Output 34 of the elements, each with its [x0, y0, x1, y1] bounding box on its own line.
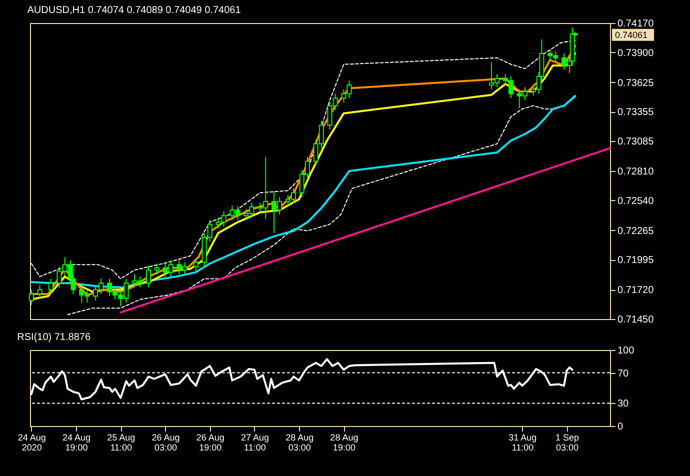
y-tick-label: 0.72265	[618, 226, 654, 237]
y-tick-label: 70	[618, 368, 630, 380]
x-tick-label: 28 Aug 19:00	[330, 432, 358, 452]
y-tick-label: 0.74170	[618, 18, 654, 30]
x-tick-label: 25 Aug 11:00	[107, 432, 136, 452]
y-tick-label: 0.73900	[618, 48, 654, 59]
y-tick-label: 0.71450	[618, 314, 654, 326]
x-tick-label: 31 Aug 11:00	[508, 432, 537, 452]
y-tick-label: 0.73625	[618, 78, 654, 89]
candlestick	[48, 278, 54, 294]
y-tick-label: 0.72810	[618, 166, 654, 178]
chart-title: RSI(10) 71.8876	[17, 332, 91, 343]
candlestick	[37, 284, 42, 299]
x-tick-label: 26 Aug 19:00	[196, 432, 224, 452]
x-tick-label: 26 Aug 03:00	[152, 432, 180, 452]
y-tick-label: 100	[618, 346, 635, 356]
y-tick-label: 0.71720	[618, 285, 654, 296]
y-tick-label: 0.73355	[618, 107, 654, 118]
x-tick-label: 1 Sep 03:00	[556, 432, 580, 452]
x-tick-label: 27 Aug 11:00	[240, 432, 269, 452]
candlestick	[154, 263, 160, 275]
x-tick-label: 28 Aug 03:00	[286, 432, 314, 452]
candlestick	[146, 265, 152, 288]
y-tick-label: 0.71995	[618, 255, 654, 266]
y-tick-label: 30	[618, 398, 630, 410]
y-tick-label: 0.73085	[618, 136, 654, 148]
text: 0.74061	[615, 30, 648, 40]
line-series	[67, 96, 576, 316]
x-tick-label: 24 Aug 2020	[18, 432, 46, 452]
y-tick-label: 0	[618, 422, 624, 432]
y-tick-label: 0.72540	[618, 196, 654, 207]
x-tick-label: 24 Aug 19:00	[62, 432, 91, 452]
chart-title: AUDUSD,H1 0.74074 0.74089 0.74049 0.74061	[27, 5, 242, 16]
candlestick	[193, 258, 198, 272]
